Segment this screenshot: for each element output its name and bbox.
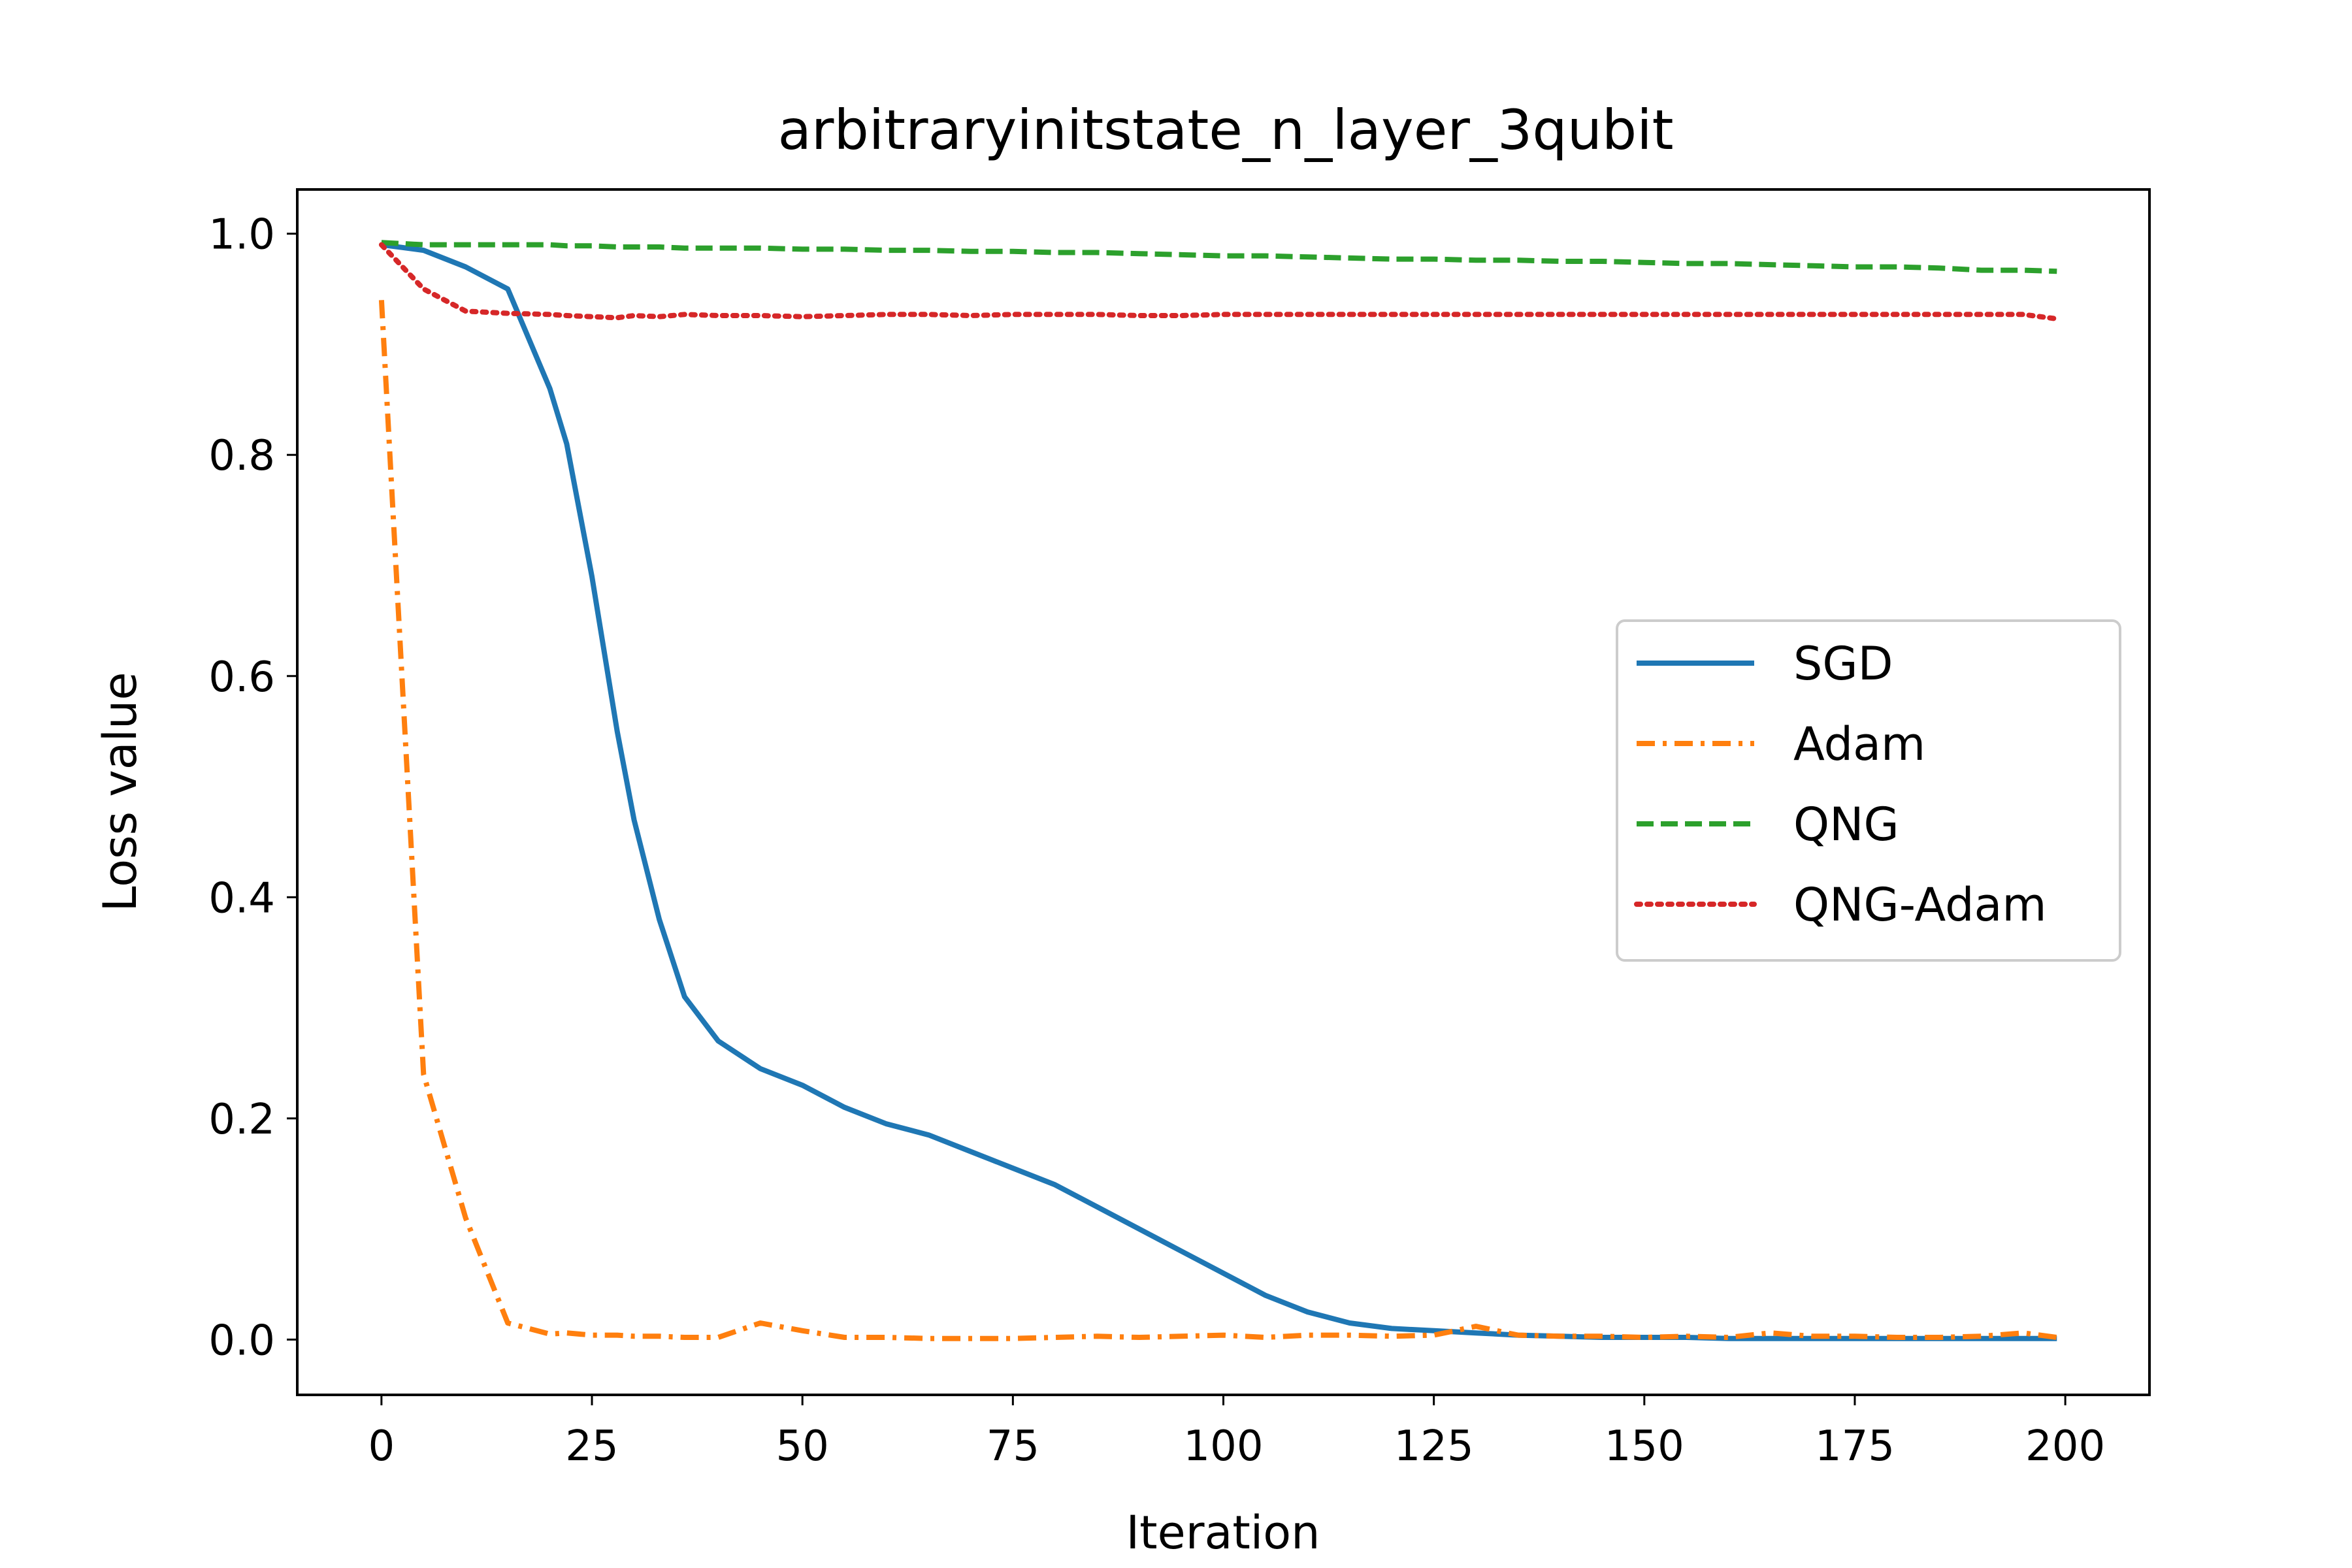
series-line-qng-adam	[378, 242, 2060, 321]
legend: SGD Adam QNG QNG-Adam	[1616, 619, 2121, 962]
x-tick-label: 100	[1183, 1422, 1263, 1471]
legend-box	[1616, 619, 2121, 962]
x-tick-label: 200	[2025, 1422, 2105, 1471]
x-axis-ticks: 0 25 50 75 100 125 150 175 200	[368, 1395, 2105, 1471]
series-line-sgd	[381, 242, 2057, 1341]
series-line-adam	[378, 300, 2057, 1341]
legend-label: QNG	[1793, 798, 1899, 851]
y-tick-label: 0.0	[208, 1316, 275, 1365]
x-tick-label: 125	[1394, 1422, 1474, 1471]
legend-label: QNG-Adam	[1793, 878, 2047, 932]
x-tick-label: 0	[368, 1422, 395, 1471]
y-tick-label: 0.2	[208, 1096, 275, 1144]
x-axis-label: Iteration	[1126, 1506, 1320, 1560]
x-tick-label: 75	[987, 1422, 1039, 1471]
series-line-qng	[381, 240, 2057, 274]
legend-label: Adam	[1793, 717, 1925, 771]
y-tick-label: 0.6	[208, 653, 275, 702]
x-tick-label: 50	[776, 1422, 828, 1471]
series-layer	[378, 240, 2060, 1341]
y-axis-label: Loss value	[93, 672, 147, 912]
y-tick-label: 0.4	[208, 874, 275, 923]
y-axis-ticks: 0.0 0.2 0.4 0.6 0.8 1.0	[208, 211, 297, 1365]
x-tick-label: 25	[565, 1422, 618, 1471]
x-tick-label: 150	[1605, 1422, 1684, 1471]
legend-label: SGD	[1793, 637, 1893, 691]
x-tick-label: 175	[1815, 1422, 1895, 1471]
y-tick-label: 1.0	[208, 211, 275, 259]
chart-title: arbitraryinitstate_n_layer_3qubit	[777, 98, 1673, 162]
y-tick-label: 0.8	[208, 432, 275, 480]
